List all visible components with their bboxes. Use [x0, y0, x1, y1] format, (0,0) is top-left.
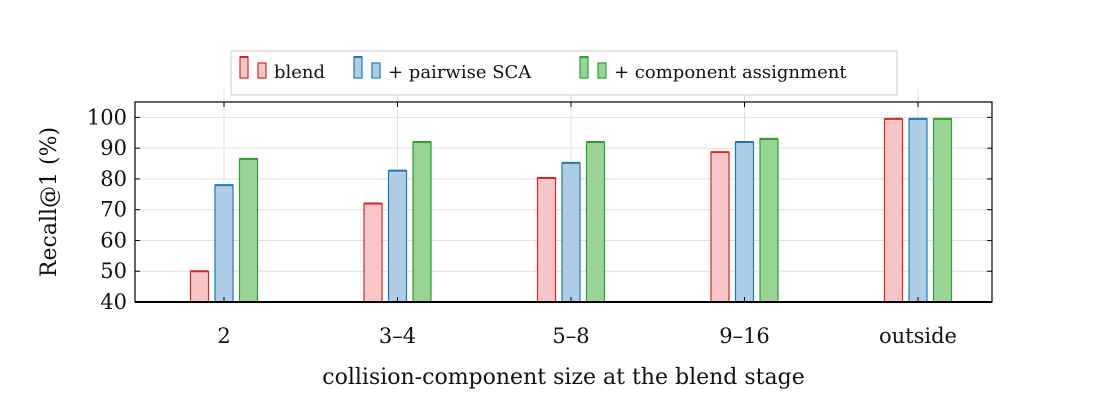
bar	[363, 202, 383, 303]
x-tick-label: 3–4	[379, 324, 416, 348]
legend-swatch	[353, 56, 363, 79]
x-tick-label: 5–8	[552, 324, 589, 348]
bar	[759, 138, 779, 303]
bar	[238, 158, 259, 303]
bars	[135, 117, 992, 303]
bar	[932, 118, 953, 303]
legend-box	[230, 50, 898, 96]
bar	[387, 170, 408, 303]
legend-swatch	[597, 62, 607, 79]
legend-label: + component assignment	[614, 62, 847, 83]
bar	[585, 141, 606, 303]
y-tick-label: 60	[100, 228, 127, 252]
legend-swatch	[371, 62, 381, 79]
y-tick-label: 90	[100, 136, 127, 160]
legend-swatch	[257, 62, 267, 79]
y-tick-label: 100	[87, 105, 127, 129]
bar	[561, 162, 581, 303]
y-tick-label: 80	[100, 167, 127, 191]
x-tick-label: 9–16	[719, 324, 770, 348]
bar	[214, 184, 234, 303]
bar	[908, 118, 928, 303]
y-tick-label: 70	[100, 198, 127, 222]
legend: blend + pairwise SCA + component assignmen…	[230, 50, 898, 96]
bar	[710, 151, 730, 303]
x-axis-title: collision-component size at the blend st…	[322, 365, 804, 390]
x-axis-ticks: 2 3–4 5–8 9–16 outside	[217, 102, 957, 348]
bar	[189, 270, 210, 303]
bar	[412, 141, 432, 303]
legend-label: + pairwise SCA	[388, 62, 532, 83]
bar	[536, 177, 557, 303]
y-axis-title: Recall@1 (%)	[37, 127, 62, 277]
legend-swatch	[579, 56, 589, 79]
legend-swatch	[239, 56, 249, 79]
y-tick-label: 40	[100, 290, 127, 314]
y-axis-ticks: 40 50 60 70 80 90 100	[87, 105, 992, 314]
x-tick-label: outside	[879, 324, 957, 348]
bar	[734, 141, 755, 303]
plot-frame	[134, 101, 993, 303]
legend-label: blend	[274, 62, 325, 83]
bar	[883, 118, 904, 303]
x-tick-label: 2	[217, 324, 230, 348]
y-tick-label: 50	[100, 259, 127, 283]
